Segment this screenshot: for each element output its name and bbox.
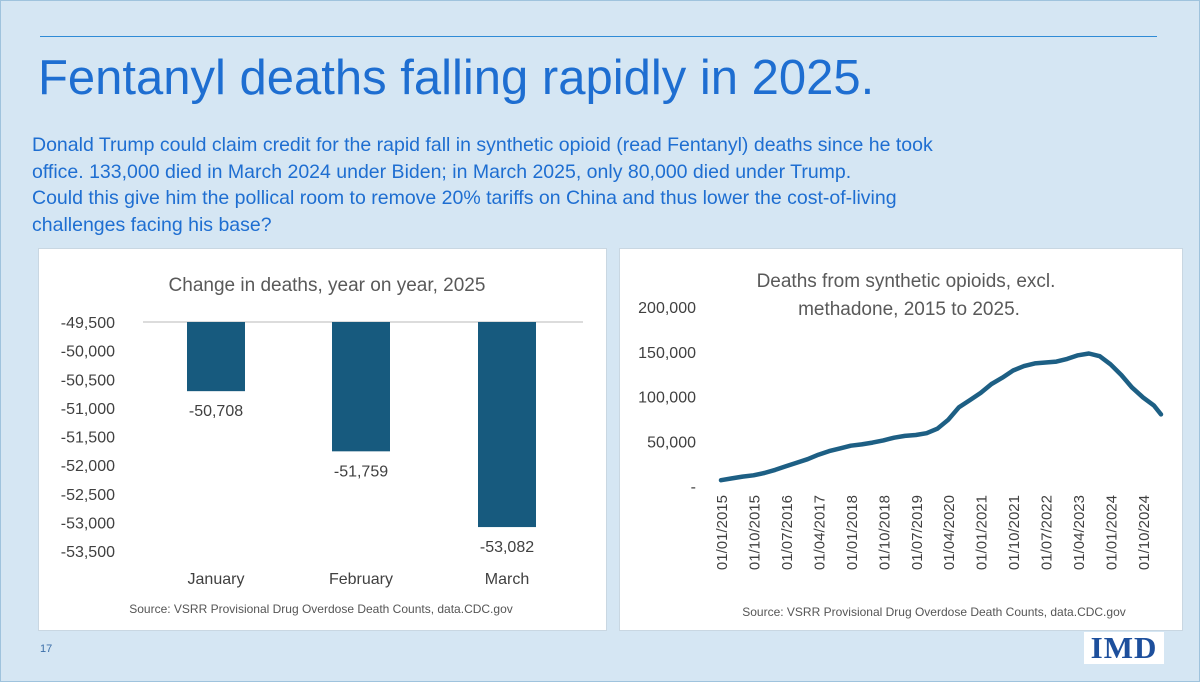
bar	[187, 322, 245, 392]
slide-title: Fentanyl deaths falling rapidly in 2025.	[38, 51, 875, 105]
y-tick-label: -51,500	[61, 430, 115, 447]
imd-logo: IMD	[1084, 632, 1164, 664]
bar-chart: Change in deaths, year on year, 2025 Sou…	[61, 275, 583, 616]
x-category-label: March	[485, 571, 529, 588]
x-tick-label: 01/07/2022	[1039, 495, 1056, 570]
x-tick-label: 01/10/2018	[876, 495, 893, 570]
bar-data-label: -53,082	[480, 539, 534, 556]
line-chart-title: methadone, 2015 to 2025.	[798, 299, 1020, 320]
x-tick-label: 01/07/2016	[779, 495, 796, 570]
x-tick-label: 01/01/2015	[714, 495, 731, 570]
x-tick-label: 01/01/2021	[974, 495, 991, 570]
y-tick-label: 150,000	[638, 345, 696, 362]
x-tick-label: 01/10/2015	[747, 495, 764, 570]
y-tick-label: -51,000	[61, 401, 115, 418]
series-line	[718, 351, 1164, 483]
x-tick-label: 01/04/2020	[941, 495, 958, 570]
bar	[332, 322, 390, 452]
slide-body: Donald Trump could claim credit for the …	[32, 132, 1132, 238]
line-chart: Deaths from synthetic opioids, excl. met…	[638, 271, 1164, 619]
y-tick-label: 100,000	[638, 390, 696, 407]
bar-data-label: -51,759	[334, 463, 388, 480]
page-number: 17	[40, 643, 53, 655]
x-tick-label: 01/01/2018	[844, 495, 861, 570]
x-category-label: January	[188, 571, 245, 588]
y-tick-label: -49,500	[61, 315, 115, 332]
bar-data-label: -50,708	[189, 403, 243, 420]
y-tick-label: 200,000	[638, 300, 696, 317]
y-tick-label: -	[691, 479, 696, 496]
y-tick-label: -53,000	[61, 515, 115, 532]
y-tick-label: 50,000	[647, 434, 696, 451]
y-tick-label: -50,000	[61, 344, 115, 361]
bar	[478, 322, 536, 528]
y-tick-label: -52,000	[61, 458, 115, 475]
bar-chart-source: Source: VSRR Provisional Drug Overdose D…	[129, 602, 513, 616]
line-chart-panel: Deaths from synthetic opioids, excl. met…	[619, 248, 1183, 631]
y-tick-label: -50,500	[61, 372, 115, 389]
body-line: Could this give him the pollical room to…	[32, 187, 897, 209]
y-tick-label: -53,500	[61, 544, 115, 561]
x-tick-label: 01/04/2023	[1071, 495, 1088, 570]
line-chart-source: Source: VSRR Provisional Drug Overdose D…	[742, 605, 1126, 619]
x-tick-label: 01/07/2019	[909, 495, 926, 570]
body-line: challenges facing his base?	[32, 213, 272, 236]
header-rule	[40, 36, 1157, 37]
x-category-label: February	[329, 571, 393, 588]
body-line: office. 133,000 died in March 2024 under…	[32, 160, 852, 183]
bar-chart-title: Change in deaths, year on year, 2025	[169, 275, 486, 296]
y-tick-label: -52,500	[61, 487, 115, 504]
body-line: Donald Trump could claim credit for the …	[32, 134, 933, 156]
line-chart-title: Deaths from synthetic opioids, excl.	[757, 271, 1056, 292]
x-tick-label: 01/10/2024	[1136, 495, 1153, 570]
bar-chart-panel: Change in deaths, year on year, 2025 Sou…	[38, 248, 607, 631]
x-tick-label: 01/04/2017	[811, 495, 828, 570]
x-tick-label: 01/10/2021	[1006, 495, 1023, 570]
x-tick-label: 01/01/2024	[1104, 495, 1121, 570]
